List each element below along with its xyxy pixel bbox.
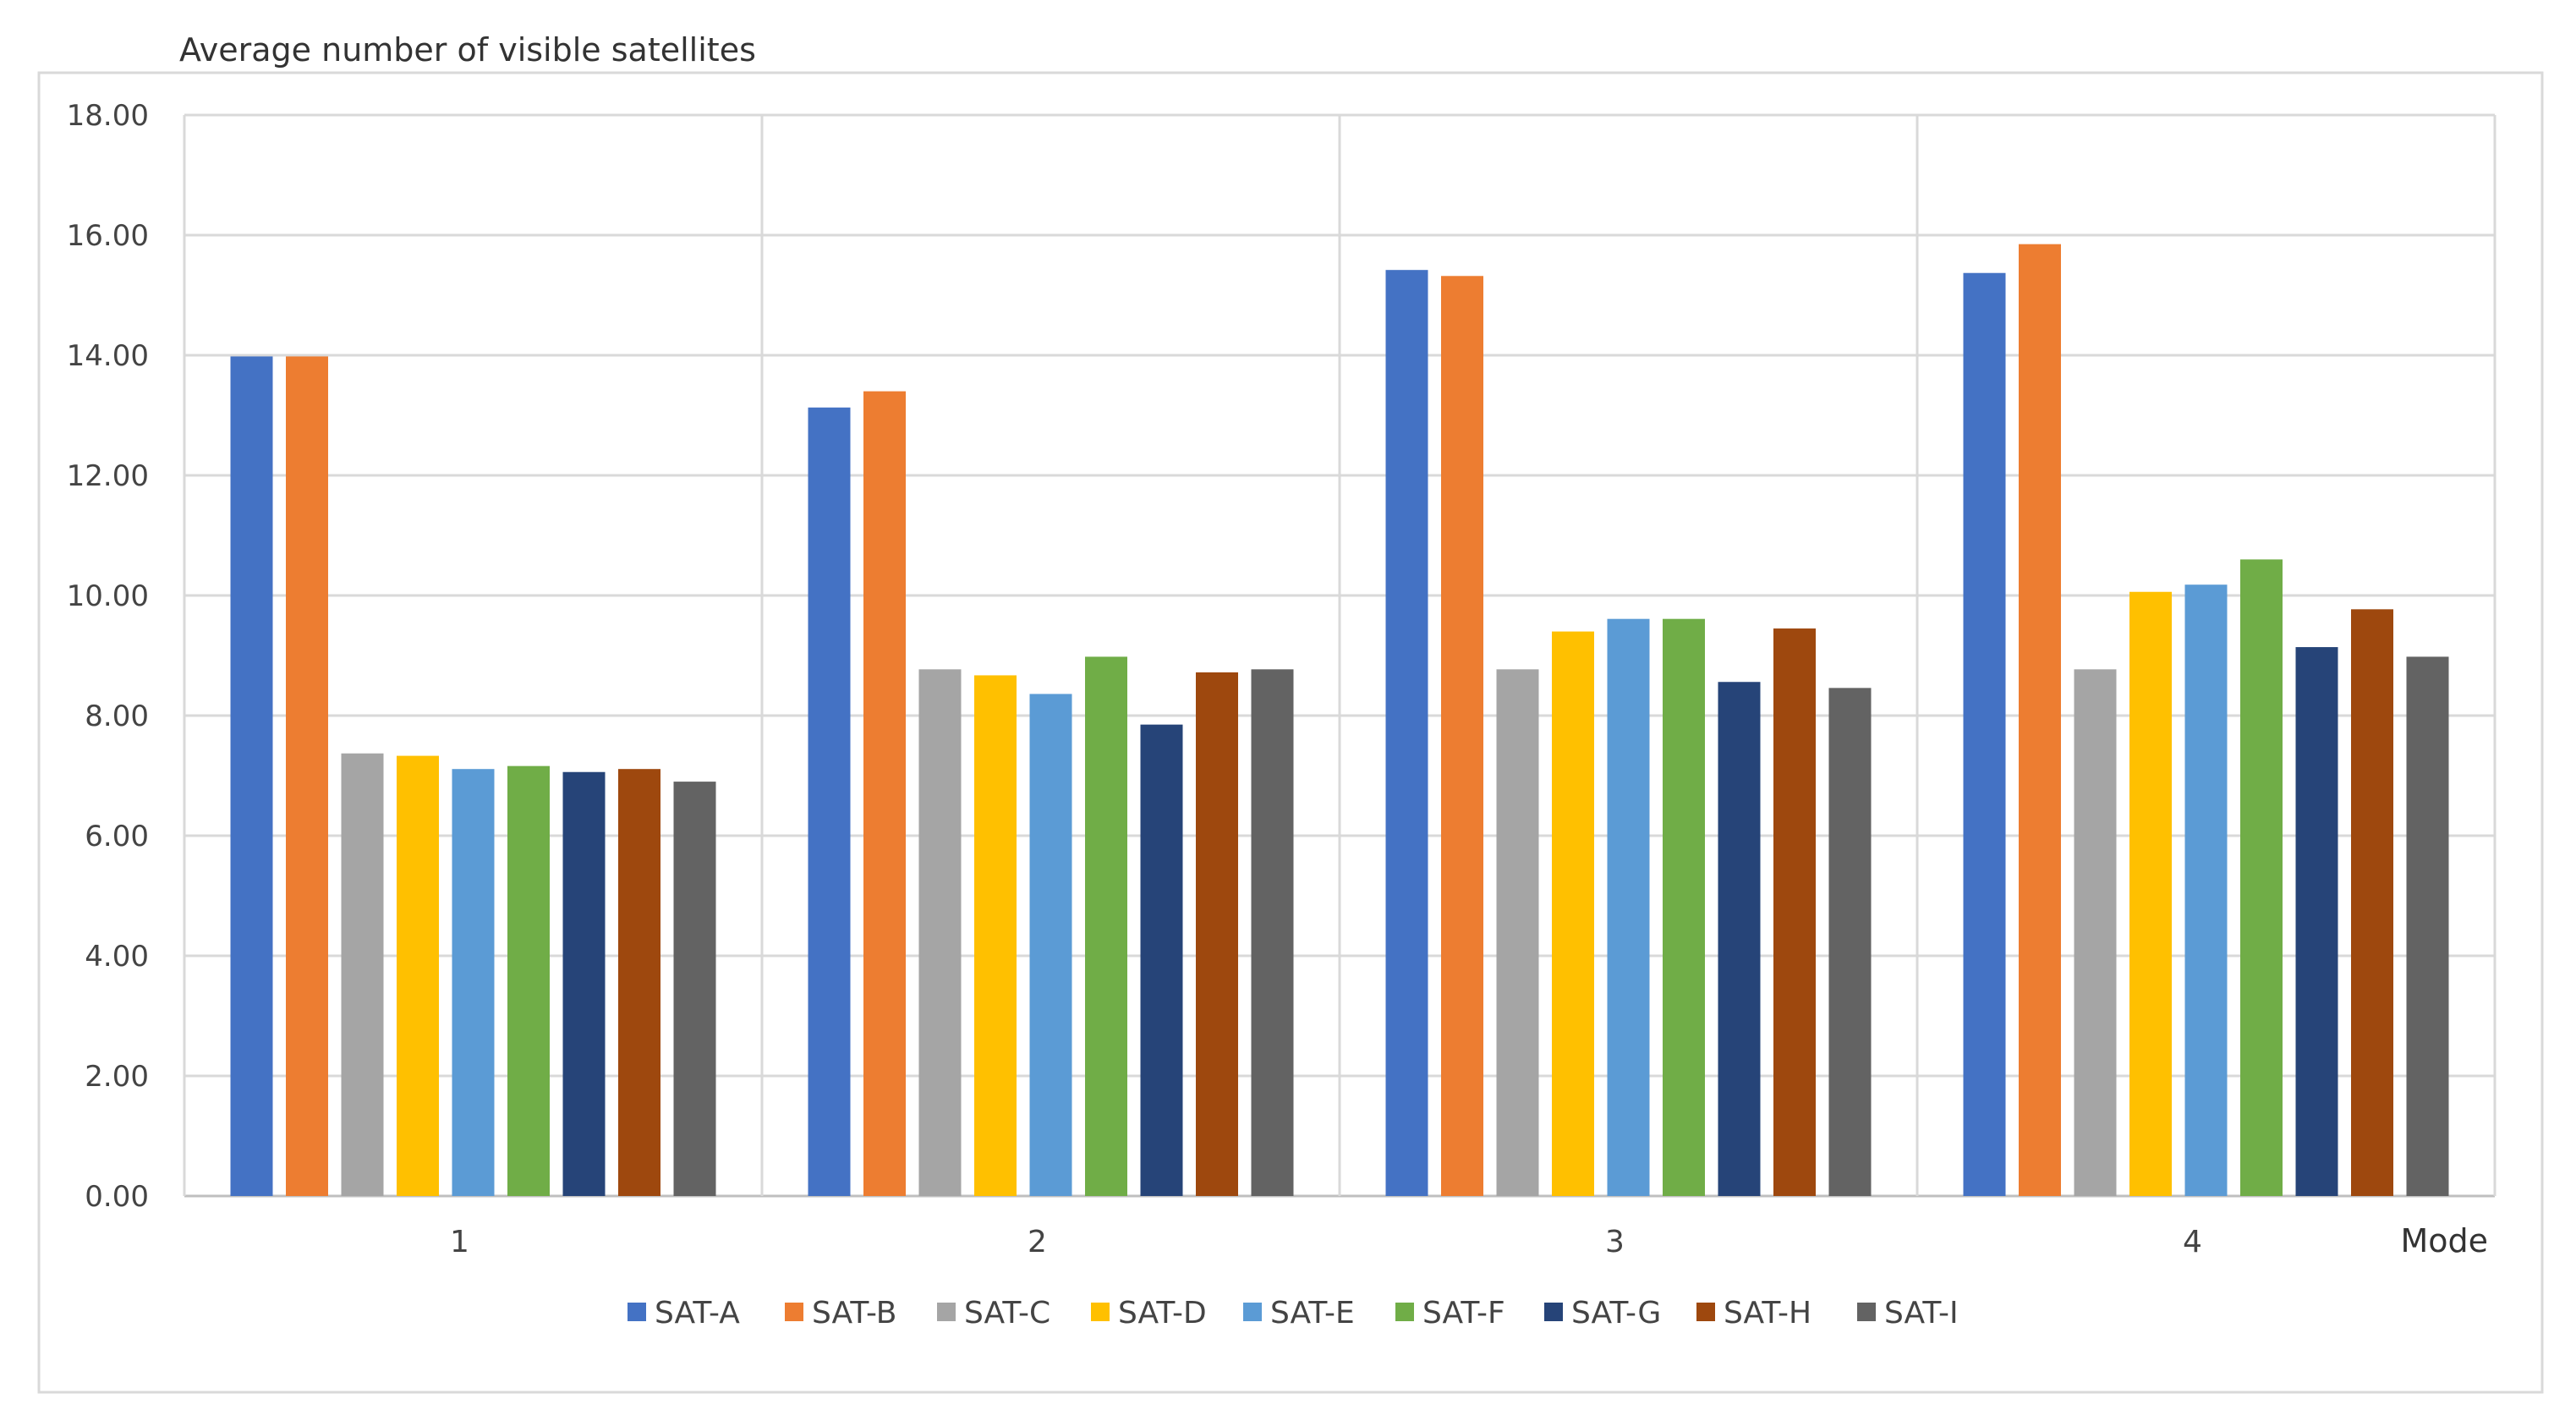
y-axis-title: Average number of visible satellites	[179, 31, 756, 69]
bar-sat-g-mode-4	[2295, 647, 2338, 1196]
bar-sat-a-mode-1	[230, 356, 273, 1196]
bar-sat-b-mode-1	[286, 356, 328, 1196]
legend-label: SAT-B	[812, 1296, 896, 1330]
y-tick-label: 0.00	[85, 1180, 149, 1214]
legend-item-sat-c: SAT-C	[937, 1296, 1050, 1330]
bar-sat-a-mode-2	[808, 407, 851, 1196]
legend-item-sat-e: SAT-E	[1243, 1296, 1355, 1330]
bar-sat-h-mode-1	[618, 769, 660, 1196]
legend-label: SAT-H	[1724, 1296, 1811, 1330]
y-tick-label: 14.00	[67, 339, 149, 373]
x-category-label: 4	[2183, 1225, 2202, 1259]
bar-sat-g-mode-3	[1718, 682, 1761, 1196]
y-tick-label: 16.00	[67, 219, 149, 253]
bars	[230, 244, 2449, 1197]
bar-sat-i-mode-1	[673, 782, 716, 1196]
bar-sat-g-mode-1	[562, 771, 606, 1196]
legend-item-sat-f: SAT-F	[1395, 1296, 1505, 1330]
legend-swatch	[1395, 1303, 1414, 1321]
legend-swatch	[785, 1303, 803, 1321]
bar-sat-i-mode-3	[1828, 688, 1872, 1196]
bar-sat-f-mode-4	[2240, 559, 2283, 1196]
y-tick-label: 12.00	[67, 459, 149, 493]
legend-item-sat-a: SAT-A	[628, 1296, 740, 1330]
legend-swatch	[628, 1303, 646, 1321]
legend-swatch	[1243, 1303, 1262, 1321]
bar-sat-h-mode-3	[1773, 628, 1816, 1196]
y-tick-label: 8.00	[85, 700, 149, 733]
x-axis-title: Mode	[2400, 1222, 2488, 1259]
x-axis-categories: 1 2 3 4	[450, 1225, 2202, 1259]
bar-sat-a-mode-4	[1963, 272, 2006, 1197]
bar-sat-h-mode-4	[2351, 609, 2393, 1196]
bar-sat-e-mode-1	[452, 769, 495, 1196]
legend: SAT-A SAT-B SAT-C SAT-D SAT-E SAT-F SAT-G SAT-H…	[628, 1296, 1959, 1330]
bar-sat-c-mode-2	[918, 669, 962, 1196]
legend-label: SAT-D	[1118, 1296, 1207, 1330]
bar-sat-a-mode-3	[1385, 270, 1428, 1197]
bar-sat-b-mode-3	[1441, 276, 1483, 1196]
y-tick-label: 4.00	[85, 940, 149, 974]
bar-sat-b-mode-4	[2019, 244, 2061, 1196]
legend-label: SAT-A	[655, 1296, 740, 1330]
y-tick-label: 6.00	[85, 820, 149, 853]
bar-sat-e-mode-4	[2184, 584, 2228, 1196]
x-category-label: 3	[1605, 1225, 1625, 1259]
y-tick-label: 18.00	[67, 99, 149, 133]
bar-sat-b-mode-2	[863, 391, 906, 1197]
legend-label: SAT-G	[1571, 1296, 1661, 1330]
legend-swatch	[1544, 1303, 1563, 1321]
legend-label: SAT-C	[964, 1296, 1050, 1330]
bar-sat-f-mode-1	[507, 765, 550, 1196]
legend-item-sat-i: SAT-I	[1857, 1296, 1959, 1330]
legend-item-sat-d: SAT-D	[1091, 1296, 1207, 1330]
bar-sat-i-mode-2	[1251, 669, 1294, 1196]
bar-sat-d-mode-1	[397, 755, 439, 1196]
bar-sat-i-mode-4	[2406, 656, 2449, 1196]
legend-swatch	[937, 1303, 956, 1321]
bar-sat-c-mode-3	[1496, 669, 1539, 1196]
bar-sat-d-mode-2	[974, 675, 1017, 1196]
bar-sat-h-mode-2	[1196, 672, 1238, 1196]
legend-label: SAT-E	[1270, 1296, 1355, 1330]
bar-sat-c-mode-4	[2074, 669, 2117, 1196]
bar-sat-d-mode-4	[2129, 591, 2172, 1196]
bar-sat-c-mode-1	[341, 753, 384, 1196]
legend-item-sat-b: SAT-B	[785, 1296, 896, 1330]
legend-swatch	[1696, 1303, 1715, 1321]
legend-label: SAT-F	[1422, 1296, 1505, 1330]
bar-sat-f-mode-2	[1085, 656, 1127, 1196]
legend-swatch	[1091, 1303, 1110, 1321]
y-tick-label: 10.00	[67, 579, 149, 613]
bar-sat-d-mode-3	[1552, 631, 1594, 1196]
legend-item-sat-g: SAT-G	[1544, 1296, 1661, 1330]
bar-sat-f-mode-3	[1663, 618, 1705, 1196]
bar-sat-e-mode-2	[1029, 694, 1072, 1196]
y-axis-ticks: 0.00 2.00 4.00 6.00 8.00 10.00 12.00 14.00 16.00…	[67, 99, 149, 1214]
legend-label: SAT-I	[1884, 1296, 1959, 1330]
x-category-label: 1	[450, 1225, 469, 1259]
y-tick-label: 2.00	[85, 1060, 149, 1094]
bar-sat-e-mode-3	[1607, 618, 1650, 1196]
bar-sat-g-mode-2	[1140, 724, 1183, 1196]
x-category-label: 2	[1028, 1225, 1047, 1259]
legend-swatch	[1857, 1303, 1876, 1321]
legend-item-sat-h: SAT-H	[1696, 1296, 1811, 1330]
